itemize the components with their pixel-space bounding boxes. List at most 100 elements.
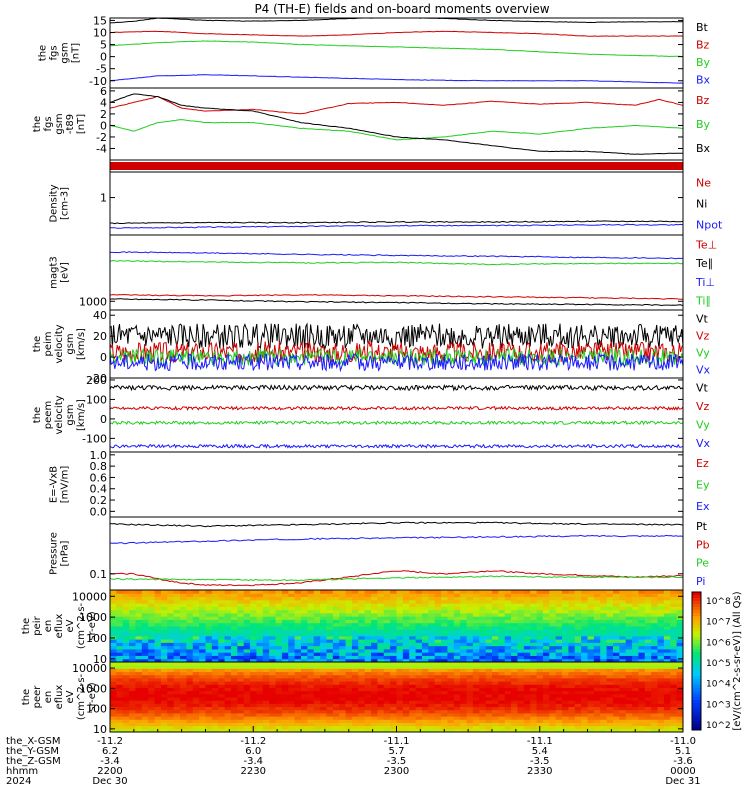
spectrogram-cell (110, 687, 117, 692)
spectrogram-cell (504, 700, 512, 704)
spectrogram-cell (135, 612, 143, 617)
spectrogram-cell (262, 626, 270, 630)
spectrogram-cell (383, 716, 391, 720)
spectrogram-cell (632, 652, 639, 656)
spectrogram-cell (415, 681, 423, 685)
spectrogram-cell (612, 677, 620, 682)
spectrogram-cell (434, 599, 442, 604)
spectrogram-cell (313, 662, 321, 666)
spectrogram-cell (364, 725, 372, 730)
spectrogram-cell (390, 590, 397, 594)
spectrogram-cell (485, 590, 493, 594)
spectrogram-cell (301, 599, 308, 604)
spectrogram-cell (663, 606, 671, 611)
spectrogram-cell (313, 645, 321, 650)
spectrogram-cell (301, 655, 308, 660)
spectrogram-cell (612, 722, 620, 727)
spectrogram-cell (377, 725, 385, 730)
spectrogram-cell (657, 622, 665, 627)
spectrogram-cell (173, 612, 181, 617)
spectrogram-cell (307, 652, 315, 656)
spectrogram-cell (504, 697, 512, 701)
spectrogram-cell (581, 722, 588, 727)
spectrogram-cell (498, 596, 506, 601)
spectrogram-cell (434, 635, 442, 640)
spectrogram-cell (396, 626, 404, 630)
spectrogram-cell (250, 668, 257, 673)
spectrogram-cell (421, 725, 429, 730)
spectrogram-cell (326, 629, 334, 634)
spectrogram-cell (332, 700, 340, 704)
spectrogram-cell (358, 671, 366, 676)
spectrogram-cell (492, 725, 499, 730)
spectrogram-cell (243, 658, 251, 662)
spectrogram-cell (485, 629, 493, 634)
spectrogram-cell (129, 712, 136, 717)
spectrogram-cell (205, 590, 213, 594)
spectrogram-cell (562, 719, 569, 723)
spectrogram-cell (581, 612, 588, 617)
spectrogram-cell (262, 593, 270, 598)
spectrogram-cell (568, 603, 576, 607)
spectrogram-cell (638, 603, 646, 607)
spectrogram-cell (110, 606, 117, 611)
spectrogram-cell (116, 626, 124, 630)
spectrogram-cell (186, 645, 194, 650)
spectrogram-cell (269, 716, 277, 720)
spectrogram-cell (148, 652, 156, 656)
spectrogram-cell (638, 639, 646, 643)
spectrogram-cell (638, 709, 646, 714)
spectrogram-cell (326, 697, 334, 701)
y-axis-label: the (21, 689, 32, 705)
spectrogram-cell (587, 655, 595, 660)
spectrogram-cell (211, 616, 219, 620)
spectrogram-cell (492, 606, 499, 611)
spectrogram-cell (110, 681, 117, 685)
spectrogram-cell (262, 722, 270, 727)
spectrogram-cell (275, 590, 283, 594)
spectrogram-cell (129, 652, 136, 656)
spectrogram-cell (307, 593, 315, 598)
spectrogram-cell (638, 716, 646, 720)
spectrogram-cell (549, 635, 557, 640)
spectrogram-cell (600, 622, 608, 627)
spectrogram-cell (625, 635, 633, 640)
spectrogram-cell (574, 665, 582, 669)
spectrogram-cell (434, 665, 442, 669)
spectrogram-cell (657, 593, 665, 598)
spectrogram-cell (402, 648, 410, 653)
spectrogram-cell (345, 639, 353, 643)
spectrogram-cell (530, 725, 538, 730)
spectrogram-cell (148, 681, 156, 685)
spectrogram-cell (428, 632, 436, 637)
spectrogram-cell (332, 593, 340, 598)
spectrogram-cell (657, 606, 665, 611)
spectrogram-cell (536, 697, 544, 701)
spectrogram-cell (160, 703, 168, 708)
colorbar-cell (692, 664, 701, 668)
spectrogram-cell (371, 706, 378, 711)
spectrogram-cell (421, 639, 429, 643)
spectrogram-cell (657, 716, 665, 720)
colorbar-tick-label: 10^7 (706, 618, 731, 628)
spectrogram-cell (230, 722, 238, 727)
spectrogram-cell (237, 590, 245, 594)
spectrogram-cell (600, 693, 608, 698)
spectrogram-cell (110, 642, 117, 647)
spectrogram-cell (199, 635, 206, 640)
spectrogram-cell (574, 725, 582, 730)
series-line-Bz (110, 30, 683, 37)
spectrogram-cell (154, 590, 162, 594)
spectrogram-cell (453, 632, 461, 637)
spectrogram-cell (670, 697, 678, 701)
spectrogram-cell (339, 690, 347, 695)
spectrogram-cell (632, 703, 639, 708)
spectrogram-cell (160, 662, 168, 666)
spectrogram-cell (205, 642, 213, 647)
spectrogram-cell (472, 716, 480, 720)
spectrogram-cell (294, 687, 302, 692)
spectrogram-cell (466, 662, 474, 666)
spectrogram-cell (230, 706, 238, 711)
spectrogram-cell (402, 690, 410, 695)
spectrogram-cell (383, 671, 391, 676)
